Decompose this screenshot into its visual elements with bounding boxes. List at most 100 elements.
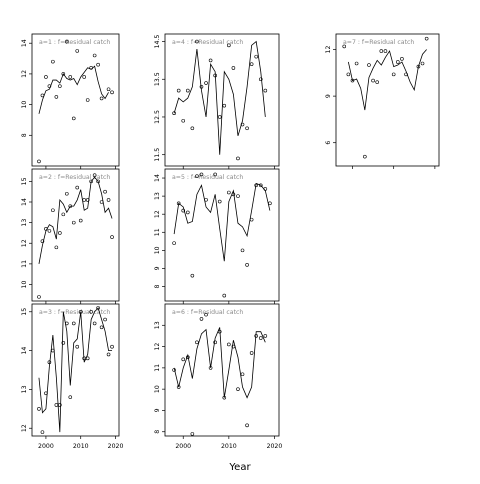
data-point	[227, 342, 231, 347]
panel-7: a=6 : f=Residual catch 8 9 10 11 12 13 2000 2010…	[154, 303, 283, 450]
panel-frame	[164, 33, 280, 167]
data-point	[58, 231, 62, 235]
data-point	[231, 66, 236, 70]
panel-2: a=4 : f=Residual catch 11.5 12.5 13.5 14.5	[154, 33, 280, 169]
y-tick-label: 10	[21, 281, 28, 289]
x-tick-label: 2020	[267, 443, 283, 450]
data-point	[195, 174, 199, 179]
data-point	[103, 317, 107, 322]
y-tick-label: 15	[21, 308, 28, 316]
data-point	[204, 81, 208, 85]
y-tick-label: 12.5	[154, 110, 161, 124]
y-tick-label: 10	[21, 101, 28, 109]
data-point	[75, 49, 80, 53]
panel-5: a=5 : f=Residual catch 8 9 10 11 12 13 14	[154, 168, 280, 304]
data-point	[258, 336, 263, 340]
panel-title: a=1 : f=Residual catch	[39, 39, 110, 46]
y-tick-label: 10	[154, 385, 161, 393]
data-point	[58, 84, 62, 88]
data-point	[354, 61, 359, 66]
data-point	[89, 65, 93, 70]
data-point	[231, 192, 236, 197]
data-point	[92, 321, 97, 326]
data-point	[245, 423, 249, 428]
data-point	[254, 183, 259, 188]
data-point	[208, 366, 213, 370]
panel-frame	[164, 303, 280, 437]
data-point	[236, 156, 240, 161]
data-point	[68, 75, 73, 79]
y-tick-label: 13	[154, 192, 161, 200]
data-point	[199, 172, 204, 177]
data-point	[391, 72, 396, 77]
y-tick-label: 9	[154, 408, 161, 412]
data-point	[85, 356, 90, 361]
data-point	[346, 72, 351, 77]
data-point	[258, 77, 263, 82]
data-point	[222, 395, 227, 400]
data-point	[181, 208, 186, 213]
fit-line	[38, 65, 109, 114]
fit-line	[38, 307, 113, 433]
y-tick-label: 10	[154, 246, 161, 254]
data-point	[106, 352, 111, 357]
data-point	[47, 84, 52, 88]
data-point	[54, 403, 59, 407]
data-point	[110, 235, 114, 239]
y-tick-label: 8	[154, 285, 161, 289]
data-point	[96, 306, 100, 310]
panel-frame	[335, 33, 440, 167]
data-point	[40, 239, 45, 243]
data-point	[231, 344, 236, 349]
data-point	[236, 194, 240, 198]
data-point	[51, 59, 55, 64]
data-point	[47, 229, 52, 233]
data-point	[342, 44, 347, 49]
data-point	[195, 39, 199, 44]
data-point	[217, 199, 222, 204]
data-point	[222, 293, 227, 298]
data-point	[37, 159, 41, 164]
data-point	[204, 197, 208, 202]
panel-frame	[31, 303, 120, 437]
y-tick-label: 12	[325, 46, 332, 54]
data-point	[268, 201, 272, 206]
y-tick-label: 11	[154, 364, 161, 372]
data-point	[110, 90, 114, 95]
data-point	[106, 198, 111, 202]
data-point	[400, 57, 404, 61]
fit-line	[173, 182, 271, 262]
y-tick-label: 12	[154, 210, 161, 218]
data-point	[363, 154, 367, 159]
data-point	[186, 210, 190, 215]
data-point	[40, 430, 45, 434]
data-point	[99, 96, 104, 101]
data-point	[61, 212, 66, 217]
data-point	[172, 368, 176, 372]
y-tick-label: 13.5	[154, 72, 161, 86]
panel-title: a=6 : f=Residual catch	[172, 309, 243, 316]
y-tick-label: 14	[21, 39, 28, 47]
fit-line	[173, 327, 266, 399]
fit-line	[173, 40, 266, 155]
data-point	[227, 190, 231, 195]
data-point	[65, 39, 69, 44]
y-tick-label: 15	[21, 177, 28, 185]
data-point	[71, 321, 76, 326]
data-point	[213, 73, 217, 78]
data-point	[424, 36, 429, 41]
data-point	[51, 348, 55, 353]
data-point	[249, 351, 254, 355]
y-tick-label: 11	[21, 260, 28, 268]
data-point	[371, 78, 375, 83]
panel-frame	[31, 168, 120, 302]
data-point	[96, 62, 100, 67]
data-point	[383, 49, 388, 53]
data-point	[379, 49, 384, 53]
data-point	[51, 208, 55, 213]
panel-title: a=7 : f=Residual catch	[343, 39, 414, 46]
y-tick-label: 9	[325, 94, 332, 98]
panel-3: a=7 : f=Residual catch 6 9 12	[325, 33, 440, 169]
data-point	[54, 245, 59, 250]
